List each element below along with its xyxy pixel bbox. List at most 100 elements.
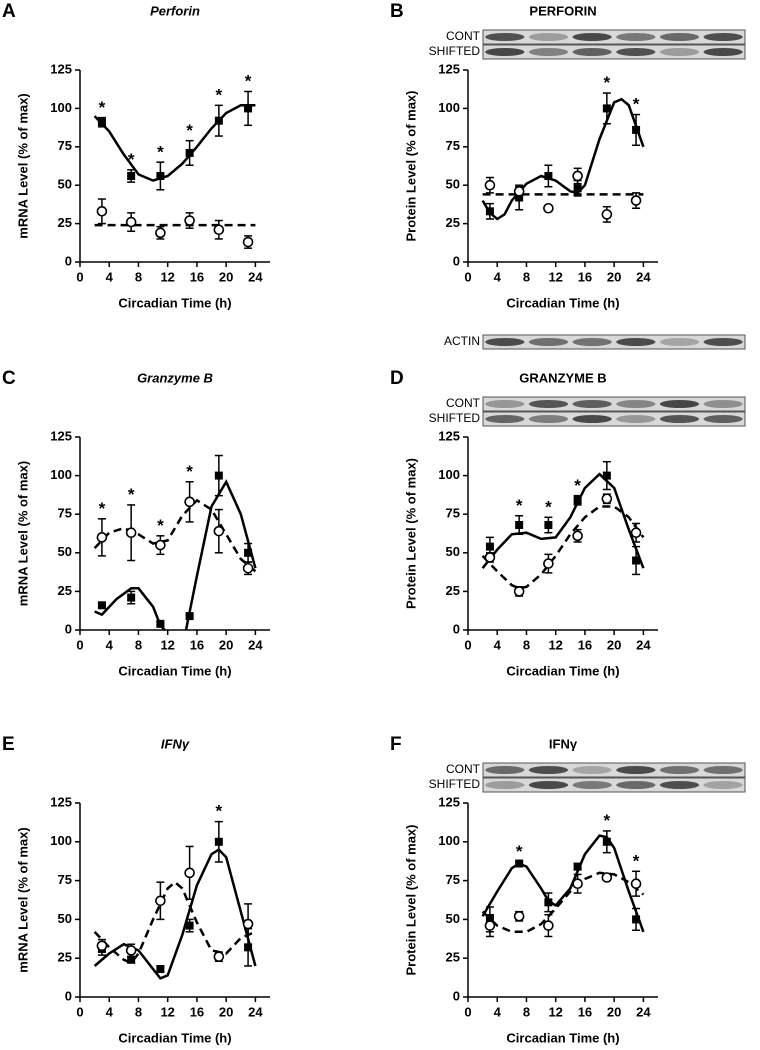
blot-band <box>528 766 569 774</box>
point <box>602 104 611 113</box>
x-tick-label: 24 <box>248 269 263 284</box>
y-tick-label: 75 <box>58 506 72 521</box>
significance-star: * <box>99 98 106 117</box>
point <box>213 224 225 236</box>
blot-band <box>572 766 612 774</box>
blot-band <box>528 33 569 41</box>
blot-band <box>485 415 525 423</box>
significance-star: * <box>186 121 193 140</box>
fit-curve <box>481 871 645 934</box>
point <box>97 601 106 610</box>
x-axis-label: Circadian Time (h) <box>506 295 619 310</box>
significance-star: * <box>633 95 640 114</box>
blot-label: SHIFTED <box>429 44 481 58</box>
point <box>630 878 642 890</box>
y-tick-label: 0 <box>65 621 72 636</box>
x-tick-label: 8 <box>135 269 142 284</box>
panel-letter: B <box>390 1 404 22</box>
y-axis-label: mRNA Level (% of max) <box>15 461 30 606</box>
y-tick-label: 50 <box>58 177 72 192</box>
point <box>632 125 641 134</box>
x-tick-label: 20 <box>607 1004 621 1019</box>
blot-band <box>616 400 656 408</box>
x-tick-label: 0 <box>76 269 83 284</box>
chart-title: IFNγ <box>161 736 190 751</box>
significance-star: * <box>186 462 193 481</box>
point <box>213 525 225 537</box>
y-tick-label: 100 <box>438 100 460 115</box>
point <box>601 493 613 505</box>
blot-band <box>659 415 700 423</box>
fit-curve <box>94 479 257 631</box>
significance-star: * <box>604 811 611 830</box>
point <box>515 859 524 868</box>
blot-band <box>572 48 612 56</box>
x-tick-label: 20 <box>219 269 233 284</box>
y-axis-label: mRNA Level (% of max) <box>15 93 30 238</box>
blot-band <box>703 415 743 423</box>
point <box>244 548 253 557</box>
y-tick-label: 0 <box>65 253 72 268</box>
panel-letter: E <box>2 734 15 755</box>
significance-star: * <box>516 842 523 861</box>
y-tick-label: 50 <box>446 911 460 926</box>
y-tick-label: 75 <box>446 138 460 153</box>
x-tick-label: 12 <box>160 269 174 284</box>
point <box>544 521 553 530</box>
panel-letter: C <box>2 368 16 389</box>
point <box>184 215 195 226</box>
blot-band <box>485 48 525 56</box>
fit-curve <box>481 97 645 221</box>
significance-star: * <box>128 150 135 169</box>
point <box>244 943 253 952</box>
y-tick-label: 25 <box>446 215 460 230</box>
y-tick-label: 75 <box>446 506 460 521</box>
point <box>127 955 136 964</box>
x-tick-label: 0 <box>464 637 471 652</box>
y-tick-label: 25 <box>58 950 72 965</box>
point <box>572 530 583 542</box>
significance-star: * <box>157 142 164 161</box>
point <box>602 471 611 480</box>
significance-star: * <box>545 497 552 516</box>
blot-band <box>572 400 612 408</box>
x-tick-label: 20 <box>219 637 233 652</box>
blot-band <box>616 781 656 789</box>
point <box>573 862 582 871</box>
blot-band <box>703 766 743 774</box>
point <box>96 206 108 217</box>
y-tick-label: 50 <box>446 544 460 559</box>
x-tick-label: 4 <box>494 1004 502 1019</box>
blot-label: ACTIN <box>444 334 480 348</box>
blot-band <box>659 766 700 774</box>
point <box>155 227 166 239</box>
blot-band <box>659 781 700 789</box>
significance-star: * <box>516 496 523 515</box>
x-tick-label: 0 <box>76 637 83 652</box>
x-axis-label: Circadian Time (h) <box>118 295 231 310</box>
y-axis-label: Protein Level (% of max) <box>403 825 418 976</box>
y-axis-label: Protein Level (% of max) <box>403 91 418 242</box>
blot-label: SHIFTED <box>429 777 481 791</box>
fit-curve <box>93 104 256 182</box>
y-tick-label: 0 <box>453 253 460 268</box>
point <box>125 527 137 539</box>
x-tick-label: 24 <box>248 1004 263 1019</box>
panel-letter: D <box>390 368 404 389</box>
significance-star: * <box>128 485 135 504</box>
x-tick-label: 8 <box>135 1004 142 1019</box>
blot-label: CONT <box>446 396 481 410</box>
point <box>156 619 165 628</box>
significance-star: * <box>633 851 640 870</box>
fit-curve <box>481 834 645 933</box>
blot-band <box>703 781 743 789</box>
blot-label: SHIFTED <box>429 411 481 425</box>
fit-curve <box>481 505 645 590</box>
y-tick-label: 125 <box>438 61 460 76</box>
blot-band <box>616 33 656 41</box>
fit-curve <box>93 498 257 573</box>
blot-band <box>659 33 700 41</box>
point <box>155 895 166 907</box>
blot-band <box>528 781 569 789</box>
